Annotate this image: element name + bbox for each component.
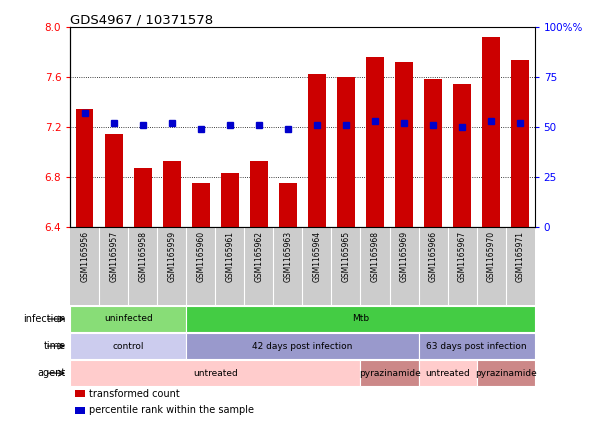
Text: GSM1165962: GSM1165962: [254, 231, 263, 282]
Text: untreated: untreated: [425, 369, 470, 378]
Text: 63 days post infection: 63 days post infection: [426, 342, 527, 351]
Text: agent: agent: [37, 368, 65, 378]
Text: percentile rank within the sample: percentile rank within the sample: [89, 405, 254, 415]
Text: GSM1165964: GSM1165964: [312, 231, 321, 282]
Text: GSM1165958: GSM1165958: [138, 231, 147, 282]
Bar: [337, 77, 354, 227]
Bar: [105, 134, 122, 227]
Text: GSM1165969: GSM1165969: [400, 231, 409, 282]
Bar: [453, 84, 470, 227]
Text: GSM1165959: GSM1165959: [167, 231, 177, 282]
Text: time: time: [43, 341, 65, 351]
Text: GSM1165960: GSM1165960: [196, 231, 205, 282]
Bar: [192, 184, 210, 227]
Bar: [251, 161, 268, 227]
Bar: [134, 168, 152, 227]
Text: pyrazinamide: pyrazinamide: [359, 369, 420, 378]
Bar: [186, 333, 419, 359]
Text: infection: infection: [23, 314, 65, 324]
Bar: [360, 360, 419, 386]
Text: Mtb: Mtb: [352, 314, 369, 324]
Bar: [186, 306, 535, 332]
Text: GSM1165971: GSM1165971: [516, 231, 525, 282]
Bar: [221, 173, 239, 227]
Text: pyrazinamide: pyrazinamide: [475, 369, 536, 378]
Bar: [70, 333, 186, 359]
Text: GDS4967 / 10371578: GDS4967 / 10371578: [70, 14, 213, 26]
Bar: [483, 38, 500, 227]
Text: GSM1165967: GSM1165967: [458, 231, 467, 282]
Text: GSM1165970: GSM1165970: [486, 231, 496, 282]
Text: control: control: [112, 342, 144, 351]
Text: GSM1165965: GSM1165965: [342, 231, 351, 282]
Bar: [279, 184, 297, 227]
Bar: [419, 333, 535, 359]
Text: GSM1165966: GSM1165966: [428, 231, 437, 282]
Bar: [395, 63, 413, 227]
Bar: [511, 60, 529, 227]
Text: GSM1165968: GSM1165968: [370, 231, 379, 282]
Bar: [424, 79, 442, 227]
Text: transformed count: transformed count: [89, 389, 180, 399]
Text: GSM1165957: GSM1165957: [109, 231, 119, 282]
Text: GSM1165956: GSM1165956: [80, 231, 89, 282]
Text: GSM1165963: GSM1165963: [284, 231, 293, 282]
Bar: [75, 390, 85, 397]
Bar: [70, 306, 186, 332]
Bar: [367, 58, 384, 227]
Text: uninfected: uninfected: [104, 314, 153, 324]
Bar: [70, 360, 360, 386]
Bar: [163, 161, 181, 227]
Text: 42 days post infection: 42 days post infection: [252, 342, 353, 351]
Bar: [477, 360, 535, 386]
Text: GSM1165961: GSM1165961: [225, 231, 235, 282]
Bar: [419, 360, 477, 386]
Bar: [76, 109, 93, 227]
Bar: [75, 407, 85, 414]
Text: untreated: untreated: [193, 369, 238, 378]
Bar: [309, 74, 326, 227]
